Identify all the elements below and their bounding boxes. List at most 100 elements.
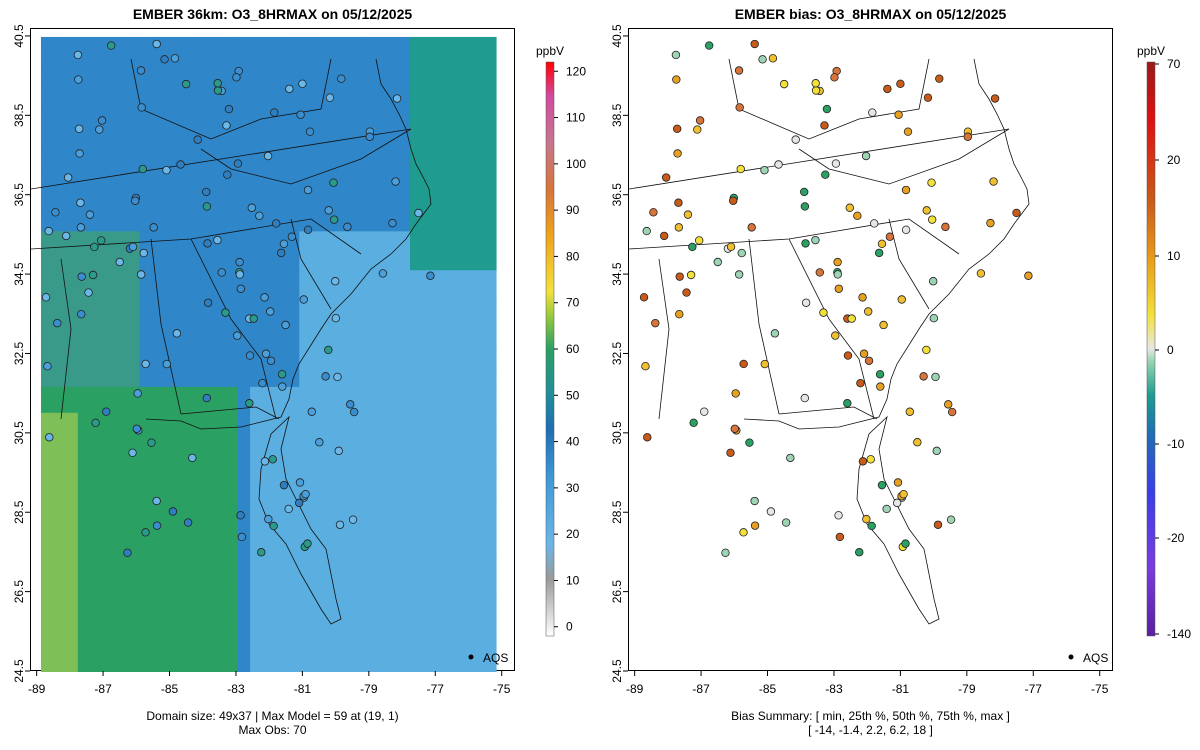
station-marker bbox=[106, 41, 116, 50]
station-marker bbox=[392, 94, 402, 103]
lat-tick-label: 28.5 bbox=[12, 500, 26, 524]
station-marker bbox=[224, 104, 234, 114]
station-marker bbox=[874, 248, 884, 258]
station-marker bbox=[84, 288, 93, 297]
station-marker bbox=[675, 272, 684, 281]
aqs-legend-dot bbox=[1068, 654, 1074, 660]
station-marker bbox=[726, 242, 736, 252]
station-marker bbox=[235, 270, 245, 279]
station-marker bbox=[877, 480, 887, 490]
station-marker bbox=[233, 331, 242, 340]
station-marker bbox=[260, 293, 269, 302]
lon-tick-label: -81 bbox=[892, 682, 910, 696]
state-line bbox=[658, 258, 670, 420]
station-marker bbox=[102, 407, 111, 416]
station-marker bbox=[141, 528, 150, 537]
lat-tick-label: 32.5 bbox=[12, 341, 26, 365]
station-marker bbox=[642, 226, 651, 236]
station-marker bbox=[160, 55, 169, 64]
station-marker bbox=[903, 127, 913, 136]
colorbar-tick-label: 100 bbox=[566, 157, 586, 171]
colorbar-tick-label: 50 bbox=[566, 388, 580, 402]
station-marker bbox=[695, 116, 705, 125]
lon-tick-label: -83 bbox=[227, 682, 245, 696]
lat-tick-label: 40.5 bbox=[610, 24, 624, 48]
station-marker bbox=[91, 418, 100, 428]
station-marker bbox=[735, 103, 744, 112]
station-marker bbox=[800, 202, 810, 211]
left-map-frame: AQS bbox=[30, 28, 515, 672]
lat-tick-label: 36.5 bbox=[12, 183, 26, 207]
station-marker bbox=[831, 331, 840, 340]
station-marker bbox=[236, 284, 246, 293]
station-marker bbox=[301, 489, 310, 499]
lat-tick-label: 36.5 bbox=[610, 183, 624, 207]
station-marker bbox=[674, 198, 683, 207]
left-colorbar bbox=[545, 61, 555, 637]
station-marker bbox=[138, 164, 147, 174]
right-colorbar bbox=[1146, 61, 1156, 637]
lat-tick-label: 28.5 bbox=[610, 500, 624, 524]
station-marker bbox=[85, 210, 95, 219]
station-marker bbox=[245, 399, 254, 408]
station-marker bbox=[287, 232, 297, 241]
station-marker bbox=[324, 345, 333, 355]
station-marker bbox=[152, 39, 161, 49]
station-marker bbox=[929, 313, 939, 323]
aqs-legend-dot bbox=[468, 654, 474, 660]
lon-tick-label: -79 bbox=[360, 682, 378, 696]
station-marker bbox=[188, 453, 197, 463]
station-marker bbox=[331, 277, 340, 286]
station-marker bbox=[170, 54, 180, 63]
station-marker bbox=[75, 149, 84, 158]
station-marker bbox=[303, 225, 313, 235]
station-marker bbox=[693, 125, 702, 134]
right-map-frame: AQS bbox=[628, 28, 1113, 671]
state-line bbox=[290, 218, 332, 310]
station-marker bbox=[774, 160, 783, 169]
station-marker bbox=[843, 351, 853, 360]
station-marker bbox=[901, 225, 911, 235]
station-marker bbox=[202, 393, 211, 403]
colorbar-tick-label: 110 bbox=[566, 111, 585, 125]
lat-tick-label: 40.5 bbox=[12, 24, 26, 48]
station-marker bbox=[277, 370, 287, 379]
station-marker bbox=[329, 215, 339, 224]
station-marker bbox=[217, 268, 226, 277]
station-marker bbox=[801, 298, 811, 307]
station-marker bbox=[820, 121, 829, 130]
station-marker bbox=[858, 457, 868, 466]
station-marker bbox=[137, 103, 146, 112]
state-line bbox=[788, 238, 875, 420]
station-marker bbox=[750, 39, 759, 49]
station-marker bbox=[298, 79, 307, 89]
station-marker bbox=[236, 511, 245, 520]
model-concentration-map: AQS bbox=[31, 36, 508, 672]
station-marker bbox=[876, 382, 885, 391]
bias-map: AQS bbox=[629, 39, 1108, 665]
station-marker bbox=[128, 242, 138, 252]
station-marker bbox=[639, 293, 649, 302]
colorbar-tick-label: 10 bbox=[1167, 249, 1181, 263]
colorbar-tick-label: 80 bbox=[566, 249, 580, 263]
colorbar-tick-label: 120 bbox=[566, 64, 586, 78]
station-marker bbox=[944, 400, 953, 409]
station-marker bbox=[932, 446, 941, 456]
station-marker bbox=[729, 196, 738, 205]
station-marker bbox=[845, 203, 855, 212]
station-marker bbox=[294, 498, 304, 508]
lat-tick-label: 34.5 bbox=[12, 262, 26, 286]
lat-tick-label: 24.5 bbox=[12, 659, 26, 683]
station-marker bbox=[285, 84, 294, 94]
lat-tick-label: 24.5 bbox=[610, 659, 624, 683]
colorbar-tick-label: 70 bbox=[1167, 57, 1181, 71]
station-marker bbox=[870, 219, 879, 228]
station-marker bbox=[835, 532, 845, 542]
station-marker bbox=[222, 121, 231, 130]
station-marker bbox=[233, 159, 243, 168]
station-marker bbox=[739, 528, 748, 537]
station-marker bbox=[115, 257, 124, 267]
lon-tick-label: -87 bbox=[94, 682, 112, 696]
lon-tick-label: -75 bbox=[493, 682, 511, 696]
station-marker bbox=[284, 504, 293, 514]
